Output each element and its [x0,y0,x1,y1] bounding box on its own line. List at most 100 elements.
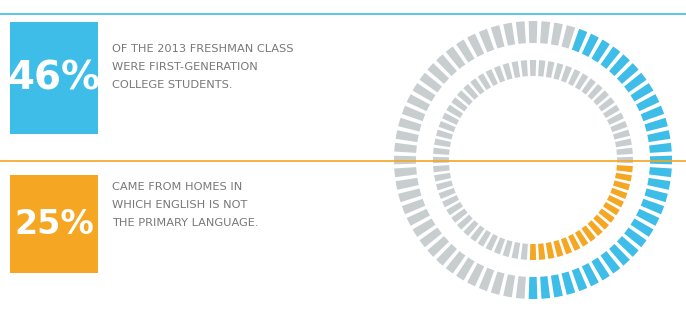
Wedge shape [516,276,526,299]
Wedge shape [529,21,537,43]
Wedge shape [624,73,646,92]
Wedge shape [561,237,572,254]
Text: OF THE 2013 FRESHMAN CLASS
WERE FIRST-GENERATION
COLLEGE STUDENTS.: OF THE 2013 FRESHMAN CLASS WERE FIRST-GE… [112,44,294,90]
Wedge shape [561,66,572,83]
Wedge shape [436,130,453,140]
Wedge shape [503,274,515,297]
Wedge shape [420,228,442,247]
Wedge shape [636,94,659,111]
Wedge shape [521,60,528,77]
Wedge shape [451,97,468,111]
Wedge shape [649,143,672,153]
Wedge shape [530,60,536,76]
Wedge shape [394,167,417,177]
Wedge shape [611,121,627,132]
Wedge shape [617,236,639,257]
Wedge shape [582,34,599,57]
Wedge shape [486,234,498,251]
Wedge shape [588,220,603,236]
Wedge shape [636,209,659,226]
Wedge shape [521,243,528,260]
Wedge shape [477,230,491,247]
Wedge shape [446,47,466,69]
Wedge shape [436,180,453,190]
Wedge shape [591,39,610,63]
Wedge shape [512,61,520,78]
Wedge shape [434,139,451,147]
Wedge shape [561,272,576,295]
Wedge shape [538,60,545,77]
Wedge shape [644,118,668,132]
Wedge shape [616,165,632,172]
Wedge shape [613,180,630,190]
Wedge shape [427,63,449,84]
Wedge shape [615,139,632,147]
Wedge shape [512,242,520,259]
Wedge shape [529,277,537,299]
FancyBboxPatch shape [10,175,98,273]
Wedge shape [494,237,505,254]
Wedge shape [607,195,624,207]
Wedge shape [641,199,664,214]
Wedge shape [554,240,563,257]
Wedge shape [433,148,449,155]
Wedge shape [503,23,515,46]
Wedge shape [575,230,589,247]
Wedge shape [402,199,425,214]
Wedge shape [434,173,451,181]
Wedge shape [530,244,536,260]
Wedge shape [494,66,505,83]
Wedge shape [615,173,632,181]
Wedge shape [447,105,463,118]
Wedge shape [447,202,463,215]
Wedge shape [613,130,630,140]
Wedge shape [616,148,632,155]
Wedge shape [436,244,457,265]
Wedge shape [630,83,654,101]
Wedge shape [598,97,615,111]
Wedge shape [607,113,624,125]
Wedge shape [603,105,619,118]
Wedge shape [503,63,512,80]
Wedge shape [436,54,457,76]
Wedge shape [420,73,442,92]
Wedge shape [649,167,672,177]
Wedge shape [582,263,599,286]
Wedge shape [467,34,484,57]
Wedge shape [446,251,466,273]
Wedge shape [611,188,627,199]
Wedge shape [427,236,449,257]
Wedge shape [490,25,504,48]
Wedge shape [394,156,416,164]
Wedge shape [442,195,459,207]
Wedge shape [456,257,475,281]
Wedge shape [442,113,459,125]
Wedge shape [516,21,526,44]
Wedge shape [575,74,589,90]
Wedge shape [463,84,478,100]
Wedge shape [467,263,484,286]
Wedge shape [407,94,430,111]
Wedge shape [457,215,473,230]
Wedge shape [593,90,609,105]
Wedge shape [630,218,654,237]
Wedge shape [540,276,550,299]
Wedge shape [609,54,630,76]
Wedge shape [600,251,620,273]
Wedge shape [641,106,664,121]
Wedge shape [438,121,456,132]
Wedge shape [412,83,436,101]
Wedge shape [438,188,456,199]
Wedge shape [572,29,587,52]
Wedge shape [554,63,563,80]
Wedge shape [407,209,430,226]
Wedge shape [394,143,417,153]
Text: CAME FROM HOMES IN
WHICH ENGLISH IS NOT
THE PRIMARY LANGUAGE.: CAME FROM HOMES IN WHICH ENGLISH IS NOT … [112,182,259,228]
Wedge shape [477,74,491,90]
Wedge shape [582,78,595,95]
Wedge shape [490,272,504,295]
Wedge shape [402,106,425,121]
Wedge shape [451,209,468,223]
Wedge shape [572,268,587,291]
Wedge shape [561,25,576,48]
